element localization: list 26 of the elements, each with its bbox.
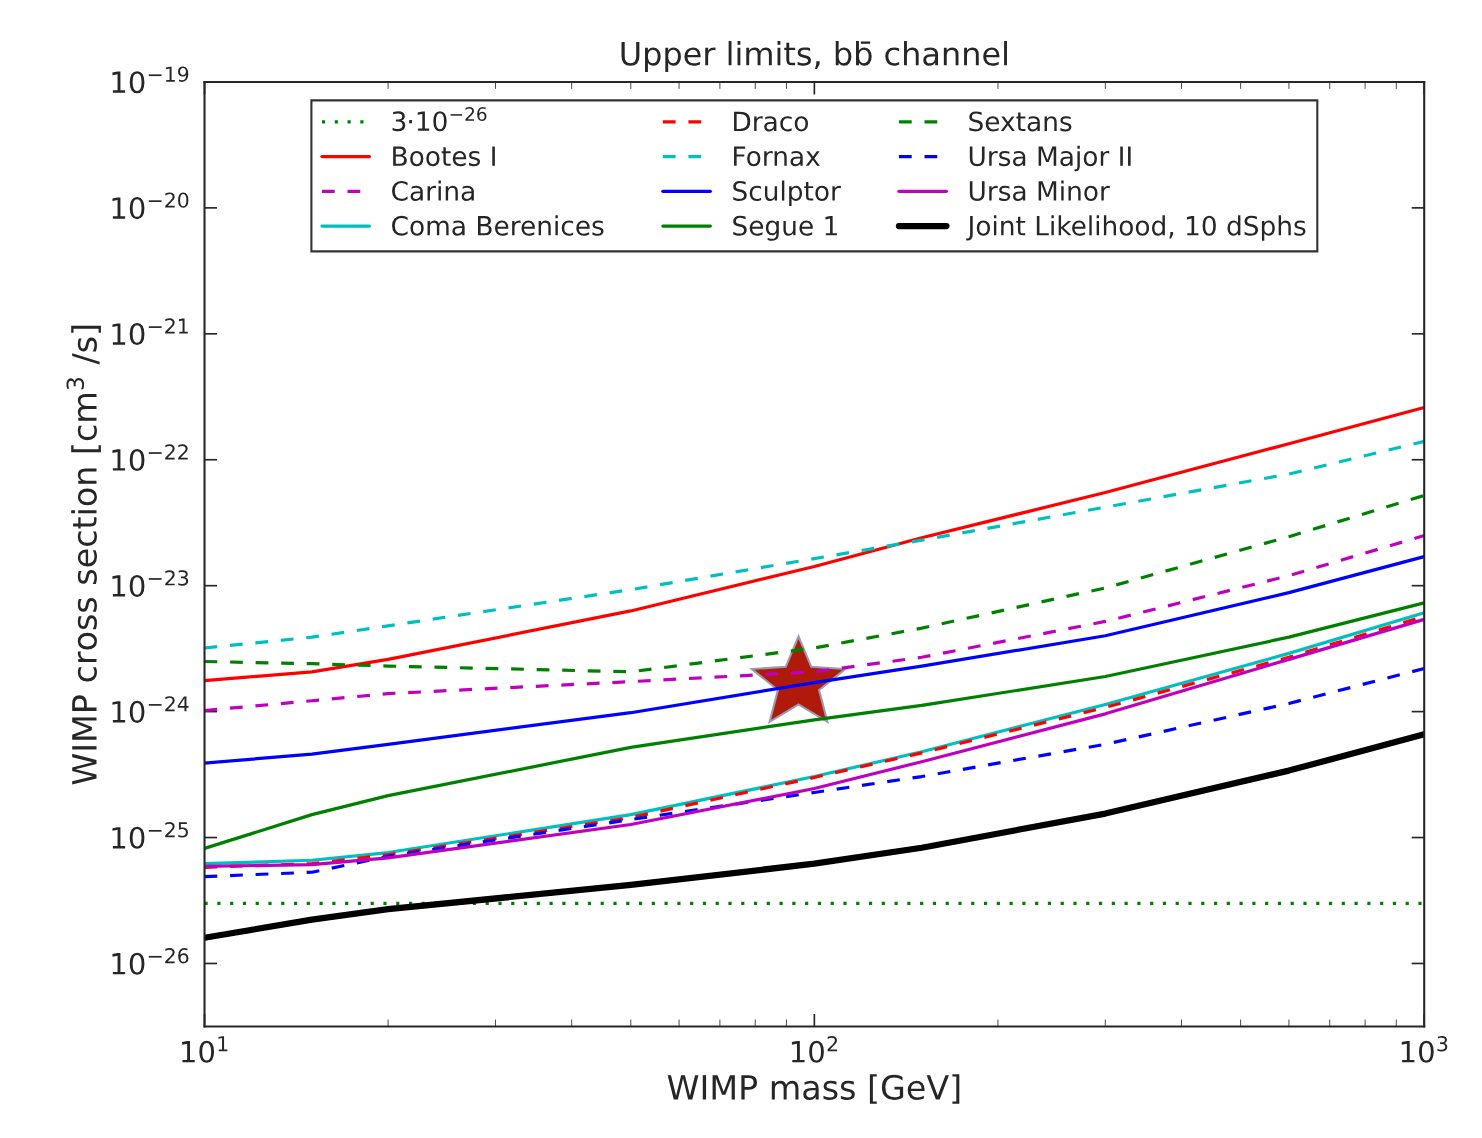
y-axis-title: WIMP cross section [cm$^{3}$ /s] — [66, 325, 101, 785]
legend-label: 3·10$^{−26}$ — [392, 107, 487, 132]
x-tick-label: 10$^{1}$ — [182, 1036, 228, 1063]
legend-label: Coma Berenices — [392, 215, 604, 236]
legend-label: Carina — [392, 180, 474, 201]
y-tick-label: 10$^{−19}$ — [112, 66, 189, 94]
y-tick-label: 10$^{−21}$ — [112, 318, 188, 346]
legend-label: Sextans — [969, 111, 1072, 132]
y-tick-label: 10$^{−20}$ — [112, 192, 189, 220]
legend-label: Ursa Minor — [969, 180, 1110, 201]
legend-label: Fornax — [734, 146, 820, 167]
legend-label: Bootes I — [393, 146, 495, 167]
y-tick-label: 10$^{−23}$ — [112, 570, 189, 597]
y-tick-label: 10$^{−22}$ — [112, 444, 188, 472]
legend-label: Segue 1 — [733, 215, 837, 241]
x-tick-label: 10$^{2}$ — [791, 1035, 838, 1063]
x-axis-title: WIMP mass [GeV] — [667, 1074, 960, 1104]
y-tick-label: 10$^{−26}$ — [112, 948, 189, 975]
y-tick-label: 10$^{−25}$ — [112, 822, 188, 849]
legend-label: Draco — [734, 111, 809, 132]
chart-title: Upper limits, bb̄ channel — [621, 41, 1007, 72]
x-tick-label: 10$^{3}$ — [1401, 1035, 1448, 1063]
legend-label: Ursa Major II — [969, 145, 1131, 172]
legend-label: Joint Likelihood, 10 dSphs — [966, 215, 1306, 241]
y-tick-label: 10$^{−24}$ — [112, 696, 189, 723]
legend-label: Sculptor — [733, 180, 841, 207]
